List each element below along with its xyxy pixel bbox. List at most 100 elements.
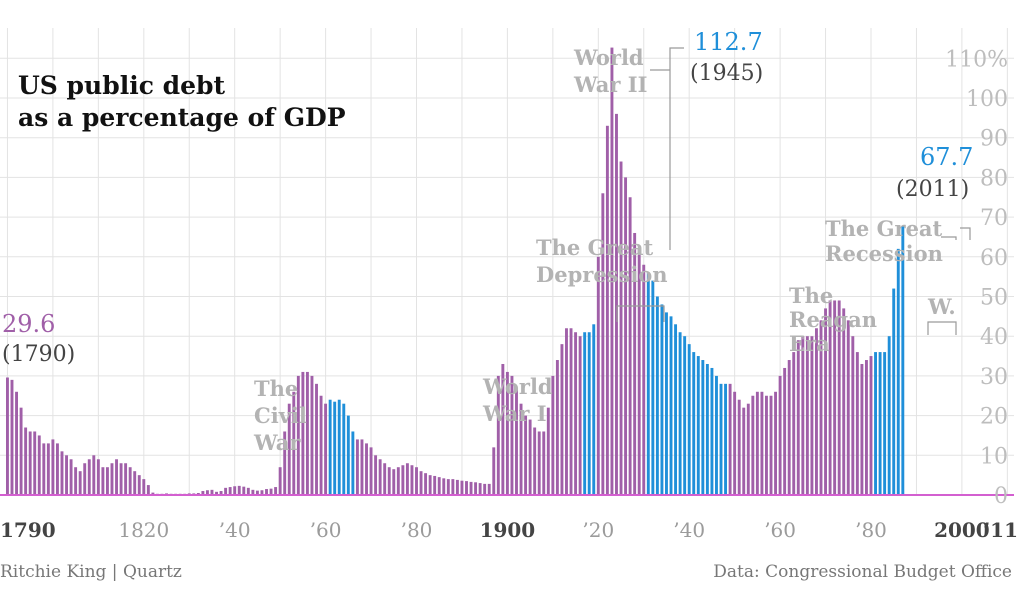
bar-1938 bbox=[678, 332, 682, 495]
bar-1881 bbox=[419, 471, 423, 495]
era-great-depression: The Great Depression bbox=[536, 235, 668, 322]
era-world-war-1: World War I bbox=[482, 374, 553, 426]
bar-1885 bbox=[437, 477, 441, 495]
y-tick-label: 100 bbox=[966, 87, 1008, 112]
bar-1978 bbox=[860, 363, 864, 495]
bar-1855 bbox=[301, 371, 305, 495]
bar-1946 bbox=[715, 375, 718, 495]
bar-1915 bbox=[574, 332, 578, 495]
bar-1790 bbox=[6, 377, 9, 495]
bar-1970 bbox=[824, 308, 827, 495]
bar-1987 bbox=[901, 226, 905, 496]
recession-bracket bbox=[941, 236, 957, 240]
bar-1853 bbox=[292, 391, 296, 495]
bar-1932 bbox=[651, 280, 655, 495]
bar-1962 bbox=[787, 360, 791, 495]
bar-1947 bbox=[719, 383, 723, 495]
bar-1951 bbox=[737, 399, 741, 495]
x-tick-1840: ’40 bbox=[219, 518, 251, 542]
bar-1852 bbox=[287, 403, 291, 495]
annotation-1790-year: (1790) bbox=[2, 342, 75, 367]
bar-1803 bbox=[65, 455, 68, 495]
bar-1822 bbox=[151, 492, 155, 495]
bar-1901 bbox=[510, 375, 514, 495]
era-ww1-line-2: War I bbox=[482, 401, 547, 426]
bar-1877 bbox=[401, 465, 405, 496]
bar-1924 bbox=[615, 113, 618, 495]
era-ww2-line-2: War II bbox=[573, 72, 647, 97]
bar-1967 bbox=[810, 336, 814, 495]
bar-1818 bbox=[133, 471, 137, 495]
era-depression-line-1: The Great bbox=[536, 235, 654, 260]
bar-1859 bbox=[319, 395, 323, 495]
bar-1851 bbox=[283, 431, 287, 495]
bar-1804 bbox=[69, 459, 73, 495]
bar-1968 bbox=[815, 328, 818, 495]
bar-1850 bbox=[278, 467, 282, 495]
bar-1875 bbox=[392, 469, 396, 495]
bar-1919 bbox=[592, 324, 596, 495]
bar-1894 bbox=[478, 483, 482, 495]
bar-1928 bbox=[633, 232, 637, 496]
bar-1843 bbox=[246, 487, 250, 495]
bar-1958 bbox=[769, 395, 773, 495]
bar-1834 bbox=[205, 490, 209, 495]
y-axis-ticks: 0 10 20 30 40 50 60 70 80 90 100 110% bbox=[945, 47, 1008, 509]
bar-1886 bbox=[442, 478, 446, 495]
bar-1956 bbox=[760, 391, 764, 495]
bar-1933 bbox=[655, 296, 659, 495]
bar-1964 bbox=[796, 340, 800, 495]
bar-1918 bbox=[587, 332, 591, 495]
era-depression-line-2: Depression bbox=[536, 262, 668, 287]
bar-1929 bbox=[637, 248, 641, 495]
era-reagan: The Reagan Era bbox=[789, 283, 877, 356]
bar-1808 bbox=[87, 459, 91, 495]
bar-1983 bbox=[883, 352, 887, 495]
bar-1893 bbox=[474, 482, 478, 495]
bar-1861 bbox=[328, 399, 332, 495]
bar-1833 bbox=[201, 491, 205, 495]
bar-1889 bbox=[455, 479, 459, 495]
x-tick-1940: ’40 bbox=[673, 518, 705, 542]
bar-1795 bbox=[28, 431, 32, 495]
bar-1858 bbox=[315, 383, 318, 495]
bar-1871 bbox=[374, 455, 378, 495]
bar-1892 bbox=[469, 481, 473, 495]
bar-1913 bbox=[565, 328, 568, 495]
bar-1817 bbox=[128, 467, 132, 495]
annotation-1945-value: 112.7 bbox=[694, 28, 763, 56]
bar-1960 bbox=[778, 375, 782, 495]
bar-1891 bbox=[465, 481, 468, 496]
bar-1800 bbox=[51, 439, 55, 495]
bar-1898 bbox=[496, 375, 500, 495]
x-tick-1980: ’80 bbox=[855, 518, 887, 542]
bar-1969 bbox=[819, 320, 823, 495]
bar-1930 bbox=[642, 264, 646, 495]
era-civil-war: The Civil War bbox=[253, 376, 307, 455]
bar-1917 bbox=[583, 332, 587, 495]
x-tick-2011: ’11 bbox=[983, 518, 1018, 542]
bar-1872 bbox=[378, 459, 382, 495]
bar-1791 bbox=[10, 379, 14, 495]
bar-1920 bbox=[596, 256, 600, 495]
annotation-1790: 29.6 (1790) bbox=[2, 310, 75, 367]
y-tick-label: 10 bbox=[980, 444, 1008, 469]
bar-1821 bbox=[146, 485, 150, 495]
bar-1948 bbox=[724, 383, 728, 495]
annotation-1790-value: 29.6 bbox=[2, 310, 55, 338]
bar-1841 bbox=[237, 485, 241, 495]
bars bbox=[6, 47, 905, 496]
bar-1890 bbox=[460, 480, 464, 495]
bar-1801 bbox=[55, 443, 59, 495]
bar-1966 bbox=[805, 336, 809, 495]
x-tick-1860: ’60 bbox=[310, 518, 342, 542]
bar-1820 bbox=[142, 479, 146, 495]
bar-1845 bbox=[255, 490, 259, 495]
bar-1792 bbox=[15, 391, 18, 495]
bar-1836 bbox=[215, 491, 218, 495]
bar-1810 bbox=[96, 459, 100, 495]
bar-1864 bbox=[342, 403, 346, 495]
bar-1922 bbox=[605, 125, 609, 495]
gridlines bbox=[0, 28, 1014, 496]
